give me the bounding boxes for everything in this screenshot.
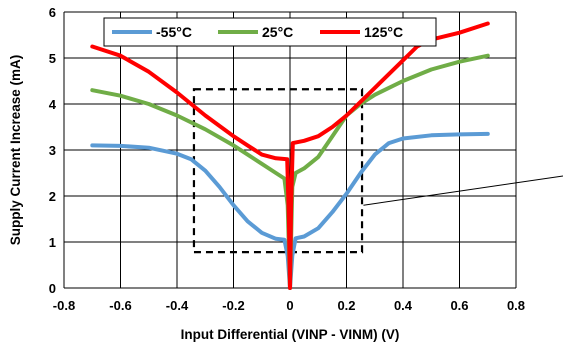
series-line-2 <box>90 21 490 290</box>
legend-label: 125°C <box>364 24 403 40</box>
zoom-region-box <box>192 88 364 254</box>
legend-box <box>103 17 437 47</box>
y-tick-label: 4 <box>49 97 57 112</box>
x-axis-label: Input Differential (VINP - VINM) (V) <box>181 327 400 342</box>
x-tick-label: 0.4 <box>394 298 413 313</box>
legend-label: 25°C <box>262 24 293 40</box>
y-axis-label: Supply Current Increase (mA) <box>8 55 23 246</box>
y-tick-label: 0 <box>49 281 56 296</box>
x-tick-label: 0 <box>286 298 293 313</box>
x-tick-label: -0.2 <box>222 298 244 313</box>
series-lines <box>90 21 490 290</box>
x-tick-label: -0.4 <box>166 298 189 313</box>
annotation-box <box>192 88 563 254</box>
x-tick-label: 0.2 <box>337 298 355 313</box>
y-tick-label: 5 <box>49 51 56 66</box>
x-tick-labels: -0.8 -0.6 -0.4 -0.2 0 0.2 0.4 0.6 0.8 <box>53 298 525 313</box>
legend: -55°C 25°C 125°C <box>103 17 437 47</box>
y-tick-labels: 0 1 2 3 4 5 6 <box>49 5 57 296</box>
callout-line <box>363 175 563 206</box>
y-tick-label: 3 <box>49 143 56 158</box>
y-tick-label: 2 <box>49 189 56 204</box>
y-tick-label: 1 <box>49 235 56 250</box>
x-tick-label: -0.8 <box>53 298 75 313</box>
y-tick-label: 6 <box>49 5 56 20</box>
x-tick-label: 0.6 <box>450 298 468 313</box>
x-tick-label: -0.6 <box>109 298 131 313</box>
x-tick-label: 0.8 <box>507 298 525 313</box>
legend-label: -55°C <box>156 24 192 40</box>
